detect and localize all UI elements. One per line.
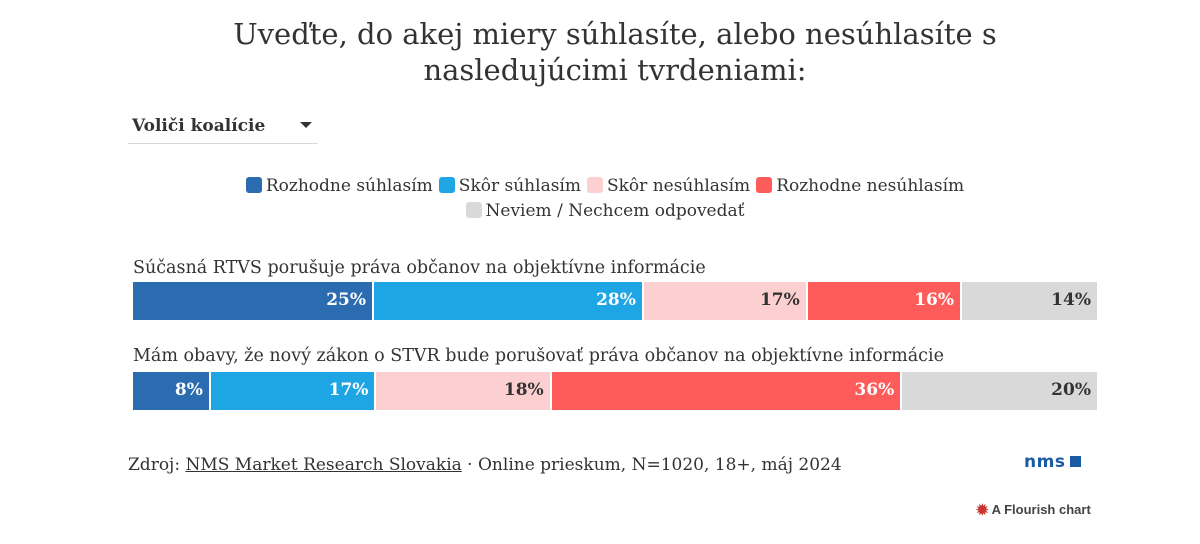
bar-row: 25% 28% 17% 16% 14% <box>133 282 1097 320</box>
bar-value-label: 18% <box>503 380 544 400</box>
flourish-credit[interactable]: ✹ A Flourish chart <box>976 501 1091 519</box>
bar-segment[interactable]: 17% <box>210 372 377 410</box>
chart-title: Uveďte, do akej miery súhlasíte, alebo n… <box>0 16 1200 88</box>
bar-value-label: 17% <box>328 380 369 400</box>
legend-swatch <box>586 177 603 193</box>
source-prefix: Zdroj: <box>128 455 181 475</box>
bar-value-label: 16% <box>914 290 955 310</box>
caret-down-icon <box>300 122 312 128</box>
row-label: Mám obavy, že nový zákon o STVR bude por… <box>133 346 944 366</box>
flourish-logo-icon: ✹ <box>976 502 989 519</box>
legend-swatch <box>245 177 262 193</box>
bar-row: 8% 17% 18% 36% 20% <box>133 372 1097 410</box>
bar-value-label: 28% <box>596 290 636 310</box>
chart-title-line1: Uveďte, do akej miery súhlasíte, alebo n… <box>233 17 997 51</box>
bar-segment[interactable]: 20% <box>902 372 1097 410</box>
chart-title-line2: nasledujúcimi tvrdeniami: <box>423 53 807 87</box>
legend-item[interactable]: Rozhodne nesúhlasím <box>756 174 964 199</box>
group-filter-value: Voliči koalície <box>132 116 266 136</box>
bar-value-label: 14% <box>1051 290 1091 310</box>
legend-item[interactable]: Neviem / Nechcem odpovedať <box>465 199 745 224</box>
legend-swatch <box>756 177 773 193</box>
nms-logo-square <box>1070 456 1082 467</box>
bar-segment[interactable]: 18% <box>376 372 552 410</box>
legend-label: Rozhodne nesúhlasím <box>776 176 965 196</box>
chart-source: Zdroj: NMS Market Research Slovakia · On… <box>128 455 842 475</box>
flourish-credit-text: A Flourish chart <box>991 502 1091 517</box>
legend-swatch <box>438 177 455 193</box>
bar-value-label: 17% <box>759 290 800 310</box>
source-details: · Online prieskum, N=1020, 18+, máj 2024 <box>461 455 842 475</box>
nms-logo-text: nms <box>1024 452 1066 472</box>
legend-label: Skôr nesúhlasím <box>606 176 751 196</box>
legend-label: Neviem / Nechcem odpovedať <box>485 201 745 221</box>
nms-logo: nms <box>1024 452 1082 472</box>
legend-label: Rozhodne súhlasím <box>265 176 433 196</box>
row-label: Súčasná RTVS porušuje práva občanov na o… <box>133 258 706 278</box>
source-link[interactable]: NMS Market Research Slovakia <box>185 455 462 475</box>
bar-segment[interactable]: 14% <box>962 282 1097 320</box>
legend-item[interactable]: Skôr nesúhlasím <box>586 174 751 199</box>
bar-value-label: 36% <box>854 380 895 400</box>
legend-swatch <box>465 202 482 218</box>
bar-segment[interactable]: 16% <box>807 282 963 320</box>
bar-value-label: 20% <box>1051 380 1091 400</box>
bar-segment[interactable]: 17% <box>643 282 808 320</box>
chart-legend: Rozhodne súhlasím Skôr súhlasím Skôr nesúh… <box>180 174 1030 224</box>
legend-label: Skôr súhlasím <box>458 176 581 196</box>
bar-segment[interactable]: 25% <box>133 282 374 320</box>
legend-item[interactable]: Skôr súhlasím <box>438 174 581 199</box>
bar-value-label: 8% <box>174 380 203 400</box>
group-filter-dropdown[interactable]: Voliči koalície <box>128 112 318 144</box>
bar-segment[interactable]: 8% <box>133 372 211 410</box>
bar-segment[interactable]: 36% <box>551 372 903 410</box>
legend-item[interactable]: Rozhodne súhlasím <box>245 174 433 199</box>
bar-value-label: 25% <box>326 290 366 310</box>
bar-segment[interactable]: 28% <box>374 282 644 320</box>
